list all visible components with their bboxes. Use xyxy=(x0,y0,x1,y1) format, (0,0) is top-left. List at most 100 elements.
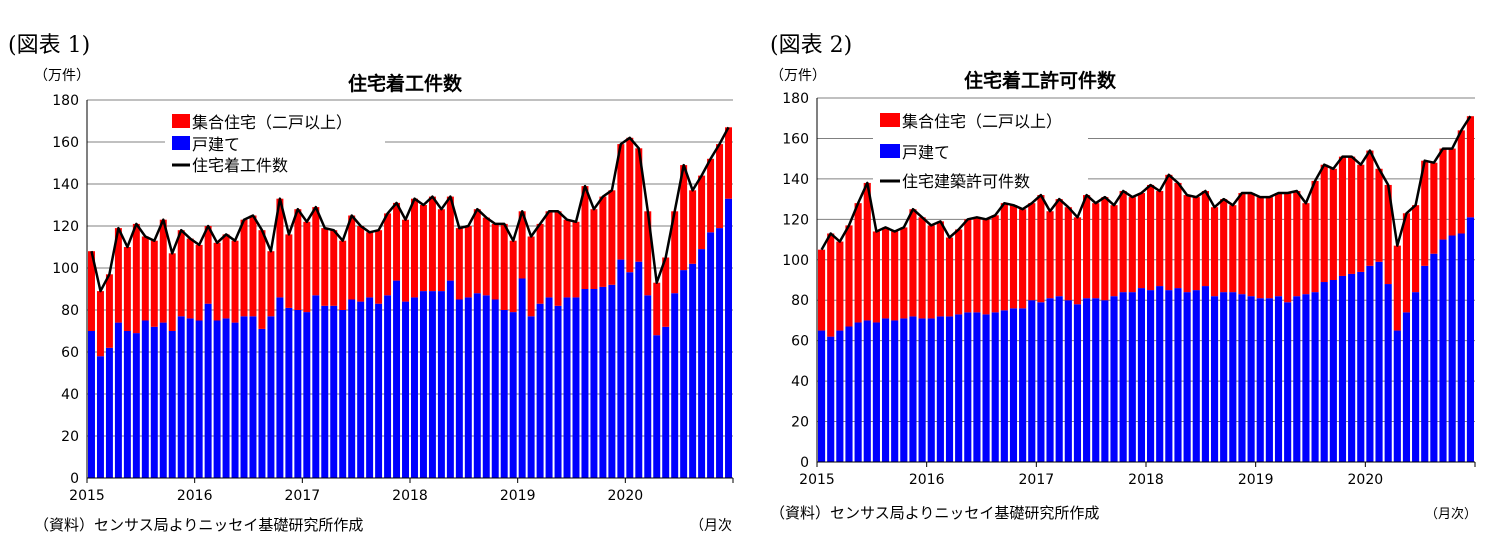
bar-single-family xyxy=(945,316,954,462)
x-tick-label: 2020 xyxy=(1348,472,1384,488)
bar-single-family xyxy=(836,330,844,462)
bar-multi-family xyxy=(909,209,917,317)
plot-area-2: 0 20 40 60 80 100 120 140 160 180 2015 2016 2017 2018… xyxy=(782,91,1476,488)
bar-single-family xyxy=(1000,310,1008,462)
bar-single-family xyxy=(1238,294,1246,462)
bar-single-family xyxy=(114,322,122,478)
bar-multi-family xyxy=(249,215,257,317)
bar-single-family xyxy=(1430,253,1438,462)
y-tick-label: 140 xyxy=(52,177,79,193)
y-tick-label: 120 xyxy=(782,212,809,228)
bar-multi-family xyxy=(1421,160,1429,266)
bar-multi-family xyxy=(186,238,194,319)
bar-multi-family xyxy=(927,225,935,319)
bars xyxy=(88,127,732,478)
bar-multi-family xyxy=(881,227,890,319)
bar-single-family xyxy=(321,305,329,478)
legend-swatch-single xyxy=(172,136,190,150)
x-tick-label: 2020 xyxy=(608,488,644,504)
bar-multi-family xyxy=(1238,193,1246,295)
bar-single-family xyxy=(1165,290,1173,462)
bar-multi-family xyxy=(321,228,329,306)
legend-background xyxy=(873,108,1088,190)
y-tick-label: 20 xyxy=(61,429,79,445)
bar-multi-family xyxy=(393,202,401,281)
bar-single-family xyxy=(545,297,553,478)
bar-single-family xyxy=(204,303,212,478)
bar-multi-family xyxy=(88,251,95,331)
bar-single-family xyxy=(572,297,580,478)
bar-single-family xyxy=(1421,265,1429,462)
bar-multi-family xyxy=(1393,245,1401,331)
bar-single-family xyxy=(1128,292,1136,462)
bar-single-family xyxy=(1055,296,1063,462)
bar-multi-family xyxy=(836,241,844,331)
bar-multi-family xyxy=(1284,193,1292,303)
bar-multi-family xyxy=(554,211,562,306)
bar-single-family xyxy=(1073,304,1082,462)
bar-single-family xyxy=(159,322,167,478)
bar-multi-family xyxy=(1201,191,1209,287)
bar-multi-family xyxy=(339,240,347,310)
y-tick-label: 120 xyxy=(52,219,79,235)
bar-multi-family xyxy=(491,223,499,300)
bar-multi-family xyxy=(437,209,445,292)
bar-single-family xyxy=(1466,217,1474,462)
bar-multi-family xyxy=(482,217,490,296)
bar-single-family xyxy=(1092,298,1100,462)
bar-single-family xyxy=(936,316,944,462)
bar-multi-family xyxy=(1329,168,1337,280)
bar-single-family xyxy=(518,278,526,478)
plot-area-1: 0 20 40 60 80 100 120 140 160 180 2015 2016 2017 2018… xyxy=(52,93,734,504)
bar-single-family xyxy=(1110,296,1118,462)
bar-single-family xyxy=(955,314,963,462)
bar-single-family xyxy=(1384,284,1392,462)
bar-multi-family xyxy=(1119,191,1127,293)
bar-multi-family xyxy=(1220,199,1228,293)
bar-multi-family xyxy=(1247,193,1255,297)
bar-single-family xyxy=(384,295,392,478)
bar-single-family xyxy=(168,331,176,478)
bar-multi-family xyxy=(1229,205,1237,293)
legend-background xyxy=(165,108,385,176)
bar-multi-family xyxy=(581,186,589,289)
bar-single-family xyxy=(1393,330,1401,462)
bar-single-family xyxy=(1229,292,1237,462)
bar-multi-family xyxy=(1192,197,1200,291)
legend-label-multi: 集合住宅（二戸以上） xyxy=(192,113,352,132)
bar-multi-family xyxy=(1375,168,1383,262)
x-tick-label: 2015 xyxy=(69,488,105,504)
bar-single-family xyxy=(348,299,356,478)
y-tick-label: 140 xyxy=(782,172,809,188)
bar-multi-family xyxy=(1156,191,1164,287)
bar-multi-family xyxy=(1019,209,1027,309)
bar-multi-family xyxy=(96,291,104,357)
bar-single-family xyxy=(455,299,463,478)
bar-single-family xyxy=(1320,282,1328,462)
bar-single-family xyxy=(1338,275,1347,462)
bar-multi-family xyxy=(725,127,732,199)
bar-multi-family xyxy=(1256,197,1264,299)
bar-single-family xyxy=(689,263,697,478)
bar-single-family xyxy=(482,295,490,478)
x-unit-label-2: （月次） xyxy=(1425,506,1477,522)
bar-single-family xyxy=(1083,298,1091,462)
bar-multi-family xyxy=(608,190,616,285)
bar-multi-family xyxy=(626,137,634,273)
bar-single-family xyxy=(402,301,409,478)
bar-single-family xyxy=(716,228,724,478)
bar-multi-family xyxy=(1293,191,1301,297)
bar-multi-family xyxy=(411,198,418,298)
bar-single-family xyxy=(725,198,732,478)
bar-single-family xyxy=(267,316,275,478)
bar-multi-family xyxy=(955,229,963,315)
bar-multi-family xyxy=(563,219,571,298)
x-tick-label: 2015 xyxy=(799,472,835,488)
bar-single-family xyxy=(195,320,203,478)
bar-multi-family xyxy=(716,144,724,229)
bar-multi-family xyxy=(1210,207,1219,297)
y-tick-label: 40 xyxy=(61,387,79,403)
bar-single-family xyxy=(854,322,862,462)
bar-multi-family xyxy=(276,198,284,298)
bar-multi-family xyxy=(114,228,122,323)
